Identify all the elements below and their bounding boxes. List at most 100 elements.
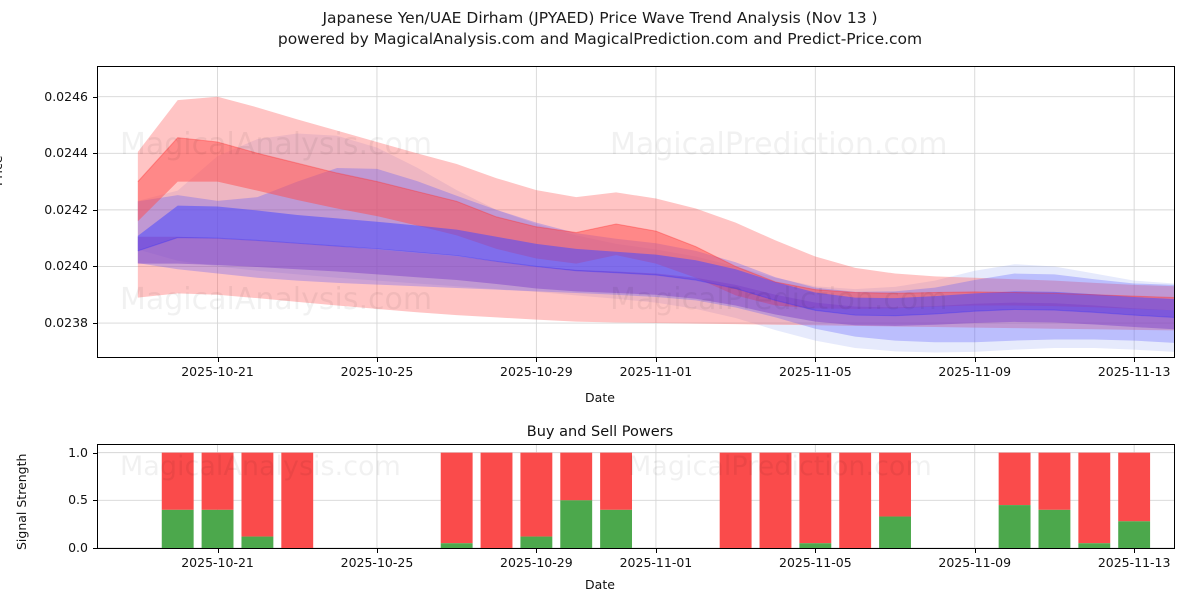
price-band-blue-inner xyxy=(137,205,1174,318)
signal-x-tickmark xyxy=(655,549,657,553)
price-x-tick-label: 2025-10-29 xyxy=(500,364,573,379)
signal-x-tickmark xyxy=(376,549,378,553)
signal-bar[interactable] xyxy=(281,452,314,548)
signal-bar-sell xyxy=(600,452,633,510)
price-x-tickmark xyxy=(655,358,657,362)
signal-y-tickmark xyxy=(93,452,97,454)
signal-x-tick-label: 2025-11-13 xyxy=(1097,555,1171,570)
price-y-tick-label: 0.0238 xyxy=(44,315,88,331)
signal-bar-buy xyxy=(1118,521,1151,548)
signal-bar[interactable] xyxy=(440,452,473,548)
signal-x-tickmark xyxy=(217,549,219,553)
price-x-tickmark xyxy=(815,358,817,362)
price-trend-line xyxy=(137,237,1174,318)
signal-y-tickmark xyxy=(93,548,97,549)
price-x-tickmark xyxy=(217,358,219,362)
signal-x-tick-label: 2025-10-29 xyxy=(500,555,573,570)
signal-x-axis-label: Date xyxy=(585,577,615,592)
signal-bar[interactable] xyxy=(799,452,832,548)
signal-bar-buy xyxy=(201,509,234,548)
signal-bar[interactable] xyxy=(161,452,194,548)
signal-x-tickmark xyxy=(815,549,817,553)
signal-bar[interactable] xyxy=(1118,452,1151,548)
signal-bar[interactable] xyxy=(560,452,593,548)
price-y-tickmark xyxy=(93,209,97,211)
signal-bar-sell xyxy=(440,452,473,544)
signal-bar[interactable] xyxy=(719,452,752,548)
signal-y-tick-label: 1.0 xyxy=(68,444,88,460)
signal-bar-sell xyxy=(1118,452,1151,522)
price-x-tickmark xyxy=(1134,358,1136,362)
signal-bar-buy xyxy=(520,536,553,548)
signal-bar-sell xyxy=(1078,452,1111,544)
price-y-tick-label: 0.0242 xyxy=(44,201,88,217)
signal-bar-buy xyxy=(560,500,593,548)
signal-bar-sell xyxy=(161,452,194,510)
signal-bar-sell xyxy=(879,452,911,517)
price-x-tick-label: 2025-11-13 xyxy=(1097,364,1171,379)
price-x-tickmark xyxy=(376,358,378,362)
price-band-purple-core xyxy=(137,236,1174,330)
signal-bar[interactable] xyxy=(480,452,513,548)
signal-x-tick-label: 2025-11-05 xyxy=(779,555,852,570)
signal-y-axis-label: Signal Strength xyxy=(14,453,29,550)
price-y-tickmark xyxy=(93,266,97,268)
signal-bar[interactable] xyxy=(1078,452,1111,548)
signal-bar[interactable] xyxy=(241,452,274,548)
price-x-axis-label: Date xyxy=(585,390,615,405)
price-trend-line xyxy=(137,137,1174,299)
signal-bar-sell xyxy=(759,452,792,548)
signal-bar-buy xyxy=(998,505,1031,548)
price-y-tick-label: 0.0240 xyxy=(44,258,88,274)
signal-bar[interactable] xyxy=(600,452,633,548)
signal-x-tickmark xyxy=(536,549,538,553)
signal-bar-buy xyxy=(1038,509,1071,548)
signal-bar[interactable] xyxy=(1038,452,1071,548)
price-y-tick-label: 0.0244 xyxy=(44,145,88,161)
price-x-tick-label: 2025-11-01 xyxy=(619,364,693,379)
signal-bar-sell xyxy=(520,452,553,537)
title-line-1: Japanese Yen/UAE Dirham (JPYAED) Price W… xyxy=(322,9,878,27)
price-y-tickmark xyxy=(93,96,97,98)
signal-x-tick-label: 2025-10-25 xyxy=(340,555,414,570)
signal-bar-sell xyxy=(998,452,1031,506)
price-y-axis-label: Price xyxy=(0,155,5,187)
signal-x-tick-label: 2025-11-09 xyxy=(938,555,1012,570)
signal-x-tickmark xyxy=(974,549,976,553)
signal-bar[interactable] xyxy=(998,452,1031,548)
signal-bar-buy xyxy=(161,509,194,548)
signal-bar-buy xyxy=(1078,543,1111,548)
signal-chart-panel: Buy and Sell Powers Signal Strength 0.0 0… xyxy=(0,410,1200,600)
signal-y-tick-label: 0.5 xyxy=(68,492,88,508)
signal-x-tick-label: 2025-10-21 xyxy=(181,555,254,570)
signal-bar-sell xyxy=(1038,452,1071,510)
signal-bar-buy xyxy=(241,536,274,548)
price-x-tick-label: 2025-10-25 xyxy=(340,364,414,379)
signal-chart-title: Buy and Sell Powers xyxy=(526,424,674,440)
signal-bar[interactable] xyxy=(201,452,234,548)
signal-bar[interactable] xyxy=(759,452,792,548)
signal-bar-sell xyxy=(560,452,593,501)
price-plot-area: MagicalAnalysis.com MagicalPrediction.co… xyxy=(97,66,1175,358)
price-band-red-outer xyxy=(137,96,1174,331)
price-x-tick-label: 2025-11-09 xyxy=(938,364,1012,379)
signal-bar[interactable] xyxy=(879,452,911,548)
signal-bar[interactable] xyxy=(520,452,553,548)
signal-bars-svg xyxy=(98,445,1174,548)
signal-bar-buy xyxy=(600,509,633,548)
signal-plot-area: MagicalAnalysis.com MagicalPrediction.co… xyxy=(97,444,1175,549)
price-y-tickmark xyxy=(93,323,97,325)
price-chart-panel: Price 0.0238 0.0240 0.0242 0.0244 0.0246 202… xyxy=(0,66,1175,405)
title-line-2: powered by MagicalAnalysis.com and Magic… xyxy=(277,30,923,48)
signal-bar-buy xyxy=(879,516,911,548)
signal-bar-sell xyxy=(839,452,872,548)
signal-x-tickmark xyxy=(1134,549,1136,553)
signal-bar-sell xyxy=(799,452,832,544)
price-y-tickmark xyxy=(93,153,97,155)
page-title: Japanese Yen/UAE Dirham (JPYAED) Price W… xyxy=(0,8,1200,50)
signal-bar[interactable] xyxy=(839,452,872,548)
price-y-tick-label: 0.0246 xyxy=(44,88,88,104)
signal-x-tick-label: 2025-11-01 xyxy=(619,555,693,570)
price-x-tick-label: 2025-11-05 xyxy=(779,364,852,379)
price-x-tickmark xyxy=(974,358,976,362)
